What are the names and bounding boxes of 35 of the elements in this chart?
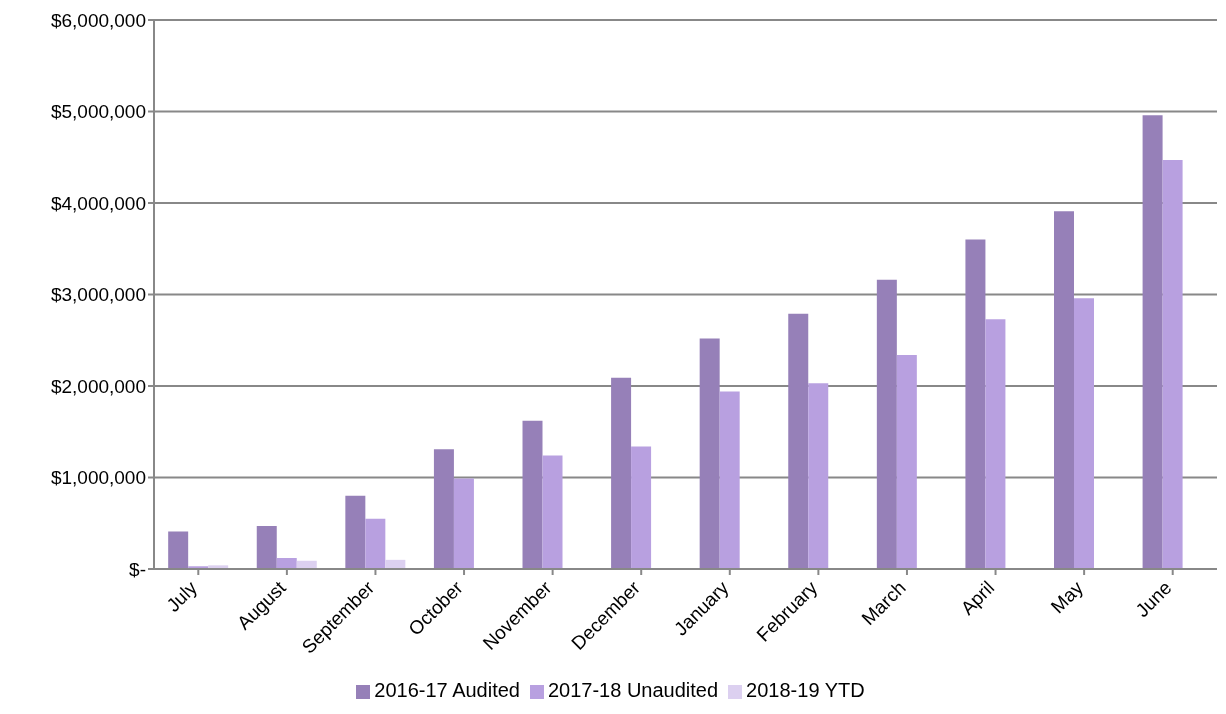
bar bbox=[611, 377, 632, 569]
y-tick-label: $1,000,000 bbox=[50, 467, 146, 489]
bar bbox=[1142, 115, 1163, 569]
bar bbox=[719, 391, 740, 569]
y-tick-label: $5,000,000 bbox=[50, 101, 146, 123]
bar bbox=[365, 518, 386, 569]
x-tick-label: July bbox=[162, 576, 202, 616]
legend-label: 2017-18 Unaudited bbox=[547, 679, 719, 701]
y-tick-label: $4,000,000 bbox=[50, 192, 146, 214]
legend-label: 2018-19 YTD bbox=[746, 679, 865, 701]
bar bbox=[433, 449, 454, 569]
legend-label: 2016-17 Audited bbox=[374, 679, 520, 701]
y-tick-label: $2,000,000 bbox=[50, 375, 146, 397]
bar bbox=[1054, 211, 1075, 569]
bar bbox=[345, 495, 366, 569]
y-tick-label: $3,000,000 bbox=[50, 284, 146, 306]
bar bbox=[453, 478, 474, 569]
bar bbox=[542, 455, 563, 569]
bar bbox=[631, 446, 652, 569]
bar bbox=[985, 319, 1006, 569]
bar bbox=[1162, 160, 1183, 569]
bar bbox=[788, 313, 809, 569]
y-tick-label: $- bbox=[129, 558, 146, 580]
bar bbox=[276, 558, 297, 569]
bar bbox=[168, 531, 189, 569]
bar bbox=[256, 526, 277, 569]
bar bbox=[699, 338, 720, 569]
x-tick-label: May bbox=[1046, 576, 1088, 618]
bar bbox=[876, 279, 897, 569]
bar bbox=[896, 354, 917, 569]
bar bbox=[965, 239, 986, 569]
bar bbox=[808, 383, 829, 569]
bar bbox=[522, 420, 543, 569]
y-tick-label: $6,000,000 bbox=[50, 9, 146, 31]
bar bbox=[1074, 298, 1095, 569]
